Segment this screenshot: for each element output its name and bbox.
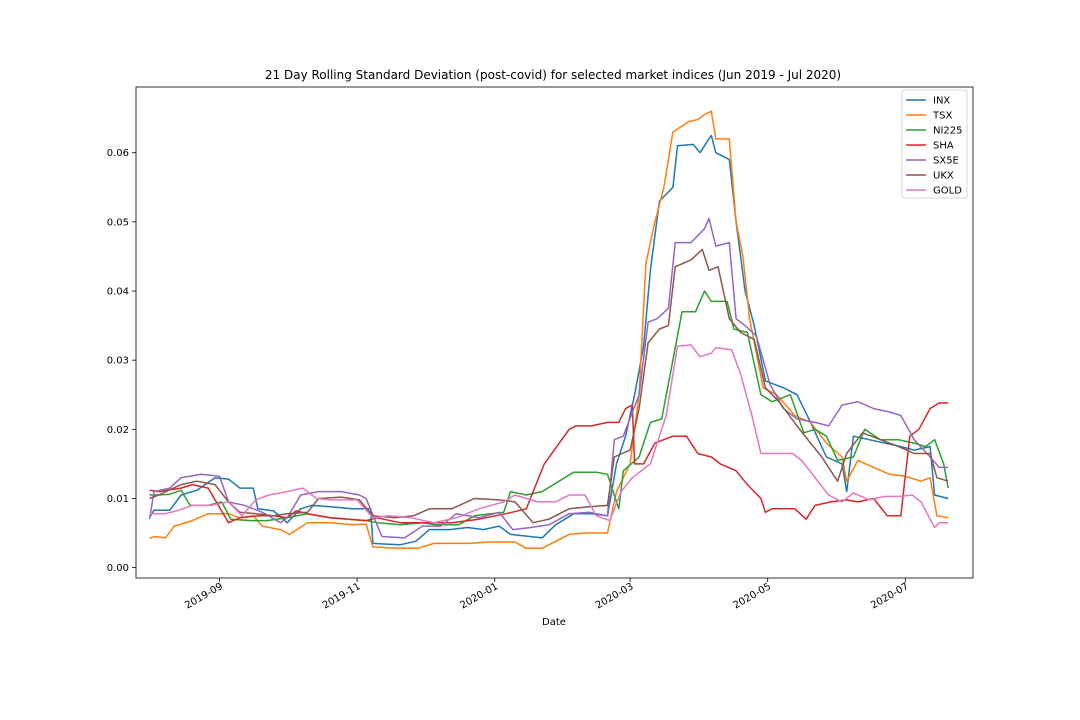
y-tick-label: 0.00 bbox=[107, 563, 129, 574]
x-tick-label: 2020-05 bbox=[732, 581, 774, 611]
legend-label-ni225: NI225 bbox=[933, 126, 963, 137]
legend: INX TSX NI225 SHA SX5E UKX GOLD bbox=[901, 89, 968, 199]
y-tick-label: 0.03 bbox=[107, 356, 129, 367]
series-line-ni225 bbox=[149, 290, 949, 526]
legend-label-sx5e: SX5E bbox=[933, 156, 959, 167]
legend-label-ukx: UKX bbox=[933, 171, 954, 182]
x-tick-label: 2020-03 bbox=[594, 581, 636, 611]
y-tick-label: 0.05 bbox=[107, 217, 129, 228]
legend-label-tsx: TSX bbox=[932, 111, 952, 122]
series-line-sha bbox=[149, 402, 949, 524]
x-axis-label: Date bbox=[542, 617, 566, 628]
x-tick-label: 2019-09 bbox=[183, 581, 225, 611]
legend-label-gold: GOLD bbox=[933, 186, 962, 197]
y-tick-label: 0.06 bbox=[107, 148, 129, 159]
series-line-tsx bbox=[149, 110, 949, 550]
y-tick-label: 0.02 bbox=[107, 425, 129, 436]
series-line-ukx bbox=[149, 248, 949, 524]
series-line-sx5e bbox=[148, 217, 949, 539]
series-line-inx bbox=[148, 134, 949, 546]
legend-box bbox=[901, 89, 968, 199]
series-lines bbox=[148, 110, 949, 550]
axes-frame bbox=[135, 86, 974, 579]
legend-label-sha: SHA bbox=[933, 141, 954, 152]
x-tick-label: 2019-11 bbox=[321, 581, 363, 611]
x-axis: 2019-09 2019-11 2020-01 2020-03 2020-05 2020-… bbox=[183, 578, 911, 611]
y-axis: 0.00 0.01 0.02 0.03 0.04 0.05 0.06 bbox=[107, 148, 136, 574]
x-tick-label: 2020-01 bbox=[459, 581, 501, 611]
y-tick-label: 0.01 bbox=[107, 494, 129, 505]
series-line-gold bbox=[149, 344, 949, 529]
legend-label-inx: INX bbox=[933, 96, 950, 107]
chart-title: 21 Day Rolling Standard Deviation (post-… bbox=[265, 68, 841, 82]
x-tick-label: 2020-07 bbox=[869, 581, 911, 611]
y-tick-label: 0.04 bbox=[107, 287, 129, 298]
plot-area bbox=[135, 86, 974, 579]
